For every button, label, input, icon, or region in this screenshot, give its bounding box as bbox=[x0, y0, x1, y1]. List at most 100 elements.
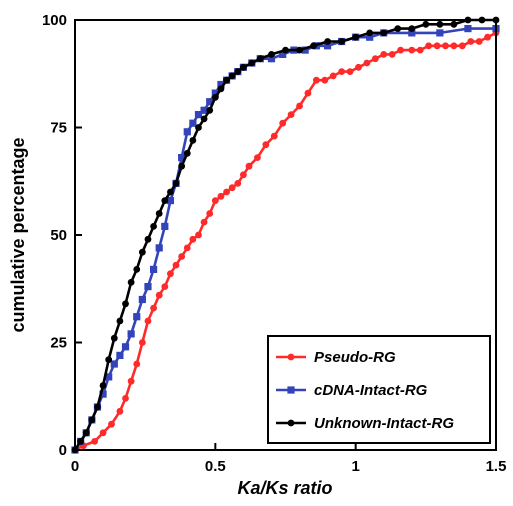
data-point bbox=[127, 330, 135, 338]
data-point bbox=[172, 261, 180, 269]
data-point bbox=[433, 42, 441, 50]
data-point bbox=[217, 80, 225, 89]
data-point bbox=[167, 270, 174, 278]
data-point bbox=[217, 192, 225, 200]
series-2 bbox=[71, 16, 500, 454]
data-point bbox=[161, 222, 169, 230]
data-point bbox=[240, 171, 247, 179]
data-point bbox=[450, 42, 458, 50]
series-layer bbox=[71, 16, 500, 454]
data-point bbox=[91, 438, 99, 445]
legend-marker bbox=[287, 353, 295, 361]
data-point bbox=[211, 94, 219, 101]
data-point bbox=[206, 210, 214, 217]
data-point bbox=[371, 55, 379, 63]
legend-entries: Pseudo-RG cDNA-Intact-RG Unknown-Intact-RG bbox=[276, 349, 454, 432]
data-point bbox=[279, 50, 287, 58]
data-point bbox=[234, 180, 242, 187]
series-line bbox=[74, 31, 497, 452]
data-point bbox=[380, 51, 388, 58]
data-point bbox=[211, 197, 219, 205]
data-point bbox=[94, 403, 101, 411]
data-point bbox=[144, 317, 152, 325]
data-point bbox=[352, 33, 360, 41]
data-point bbox=[363, 59, 371, 67]
data-point bbox=[442, 42, 449, 50]
data-point bbox=[150, 304, 157, 312]
data-point bbox=[122, 300, 129, 308]
data-point bbox=[304, 89, 312, 97]
data-point bbox=[467, 38, 475, 45]
legend-label: Pseudo-RG bbox=[314, 349, 396, 366]
legend-label: cDNA-Intact-RG bbox=[314, 382, 428, 399]
x-axis-title: Ka/Ks ratio bbox=[237, 478, 332, 498]
y-tick-label: 0 bbox=[59, 442, 67, 459]
data-point bbox=[296, 46, 303, 54]
data-point bbox=[195, 231, 202, 239]
y-tick-label: 100 bbox=[42, 12, 67, 29]
data-point bbox=[121, 343, 130, 351]
data-point bbox=[223, 76, 230, 84]
data-point bbox=[329, 72, 337, 80]
data-point bbox=[206, 106, 214, 114]
data-point bbox=[138, 248, 146, 256]
data-point bbox=[422, 20, 430, 28]
y-tick-label: 25 bbox=[50, 335, 67, 352]
data-point bbox=[380, 29, 388, 37]
data-point bbox=[267, 55, 276, 63]
data-point bbox=[282, 46, 289, 54]
data-point bbox=[110, 334, 118, 342]
data-point bbox=[228, 184, 236, 192]
data-point bbox=[161, 283, 169, 290]
data-point bbox=[155, 244, 163, 252]
data-point bbox=[366, 33, 374, 41]
data-point bbox=[338, 38, 346, 45]
data-point bbox=[82, 429, 90, 437]
x-tick-label: 1 bbox=[351, 458, 359, 475]
data-point bbox=[183, 128, 191, 136]
data-point bbox=[312, 76, 320, 84]
data-point bbox=[408, 29, 416, 37]
data-point bbox=[110, 360, 118, 368]
data-point bbox=[150, 223, 157, 230]
data-point bbox=[475, 38, 483, 45]
data-point bbox=[200, 115, 208, 123]
data-point bbox=[279, 119, 287, 127]
data-point bbox=[366, 29, 374, 37]
data-point bbox=[206, 98, 214, 106]
data-point bbox=[228, 72, 236, 80]
data-point bbox=[324, 38, 331, 45]
data-point bbox=[436, 20, 444, 28]
legend-label: Unknown-Intact-RG bbox=[314, 415, 454, 432]
data-point bbox=[484, 33, 491, 41]
data-point bbox=[116, 407, 124, 415]
data-point bbox=[397, 46, 404, 54]
data-point bbox=[189, 235, 197, 243]
data-point bbox=[183, 149, 191, 157]
data-point bbox=[296, 102, 303, 110]
data-point bbox=[161, 197, 169, 205]
ticks-layer: 0 0.5 1 1.5 0 25 50 75 100 bbox=[42, 12, 506, 475]
data-point bbox=[450, 20, 458, 28]
legend-entry-0: Pseudo-RG bbox=[276, 349, 396, 366]
data-point bbox=[105, 373, 113, 381]
data-point bbox=[178, 154, 186, 162]
x-tick-label: 0 bbox=[71, 458, 79, 475]
data-point bbox=[77, 438, 85, 445]
data-point bbox=[108, 420, 115, 428]
data-point bbox=[138, 295, 146, 304]
data-point bbox=[394, 25, 402, 32]
data-point bbox=[149, 265, 158, 273]
series-0 bbox=[71, 29, 500, 454]
data-point bbox=[194, 111, 203, 119]
data-point bbox=[127, 377, 135, 385]
data-point bbox=[195, 124, 202, 131]
x-tick-label: 1.5 bbox=[486, 458, 507, 475]
data-point bbox=[464, 25, 472, 33]
data-point bbox=[338, 68, 346, 75]
data-point bbox=[223, 188, 230, 196]
data-point bbox=[256, 55, 264, 63]
data-point bbox=[144, 283, 152, 291]
data-point bbox=[408, 25, 416, 32]
data-point bbox=[99, 382, 107, 389]
